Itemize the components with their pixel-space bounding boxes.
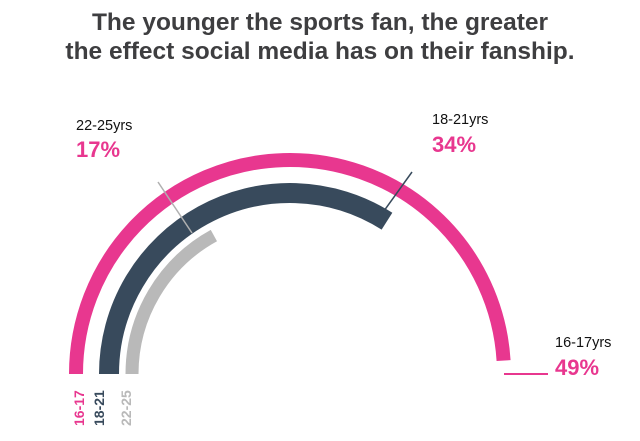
label-age-18-21: 18-21yrs — [432, 112, 488, 128]
label-age-22-25: 22-25yrs — [76, 118, 132, 134]
axis-label-16-17: 16-17 — [71, 390, 87, 426]
leader-line-18-21 — [380, 171, 413, 216]
label-value-18-21: 34% — [432, 132, 476, 157]
arc-22-25 — [125, 229, 218, 375]
leader-line-22-25 — [157, 181, 193, 234]
label-value-22-25: 17% — [76, 137, 120, 162]
arc-16-17 — [69, 152, 511, 375]
arc-18-21 — [99, 183, 393, 375]
chart-title-line-2: the effect social media has on their fan… — [65, 38, 575, 65]
axis-label-22-25: 22-25 — [118, 390, 134, 426]
axis-label-18-21: 18-21 — [91, 390, 107, 426]
chart-title-line-1: The younger the sports fan, the greater — [91, 9, 549, 36]
label-age-16-17: 16-17yrs — [555, 335, 611, 351]
chart-title: The younger the sports fan, the greater … — [0, 8, 640, 66]
label-value-16-17: 49% — [555, 355, 599, 380]
